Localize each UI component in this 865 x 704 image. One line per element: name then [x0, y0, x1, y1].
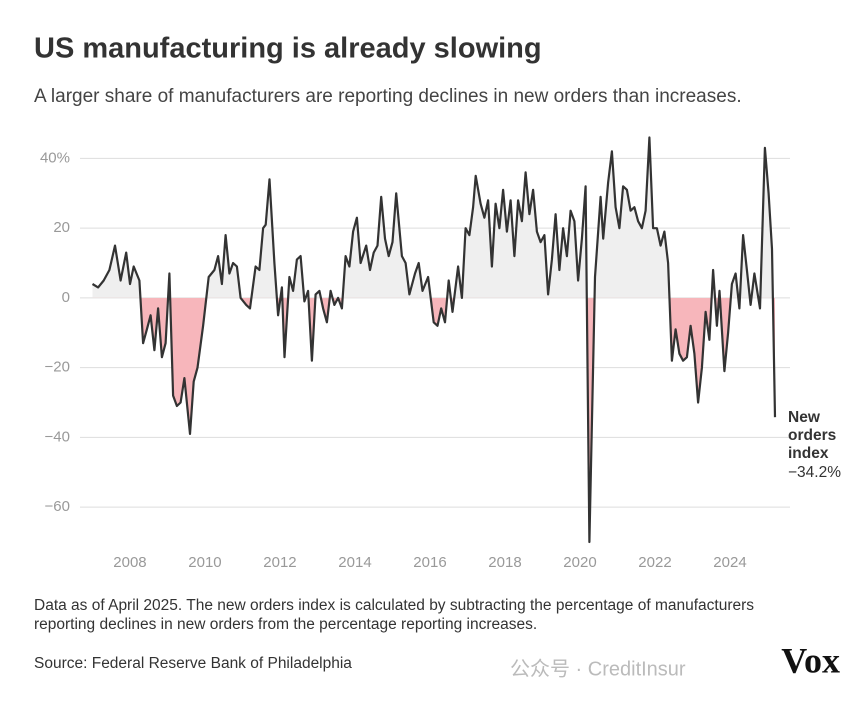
x-tick-label: 2020	[563, 554, 596, 571]
y-tick-label: 20	[53, 219, 70, 236]
x-tick-label: 2014	[338, 554, 371, 571]
annotation-value: −34.2%	[788, 464, 841, 481]
source: Source: Federal Reserve Bank of Philadel…	[34, 655, 352, 672]
y-tick-label: 40%	[40, 149, 70, 166]
x-tick-label: 2024	[713, 554, 746, 571]
line	[91, 136, 777, 544]
note-box: Data as of April 2025. The new orders in…	[34, 597, 755, 633]
y-tick-label: 0	[62, 289, 70, 306]
x-tick-label: 2018	[488, 554, 521, 571]
logo: Vox	[781, 640, 840, 680]
x-tick-label: 2016	[413, 554, 446, 571]
y-tick-label: −60	[45, 498, 70, 515]
chart-subtitle: A larger share of manufacturers are repo…	[34, 86, 742, 107]
y-tick-label: −40	[45, 428, 70, 445]
x-tick-label: 2008	[113, 554, 146, 571]
watermark: 公众号 · CreditInsur	[510, 657, 686, 680]
negative-area	[92, 297, 775, 542]
x-tick-label: 2010	[188, 554, 221, 571]
y-tick-label: −20	[45, 359, 70, 376]
x-tick-label: 2012	[263, 554, 296, 571]
x-tick-label: 2022	[638, 554, 671, 571]
chart-title: US manufacturing is already slowing	[34, 33, 542, 65]
positive-area	[92, 137, 773, 298]
annotation-label: New orders index	[788, 409, 836, 462]
note: Data as of April 2025. The new orders in…	[34, 597, 755, 633]
